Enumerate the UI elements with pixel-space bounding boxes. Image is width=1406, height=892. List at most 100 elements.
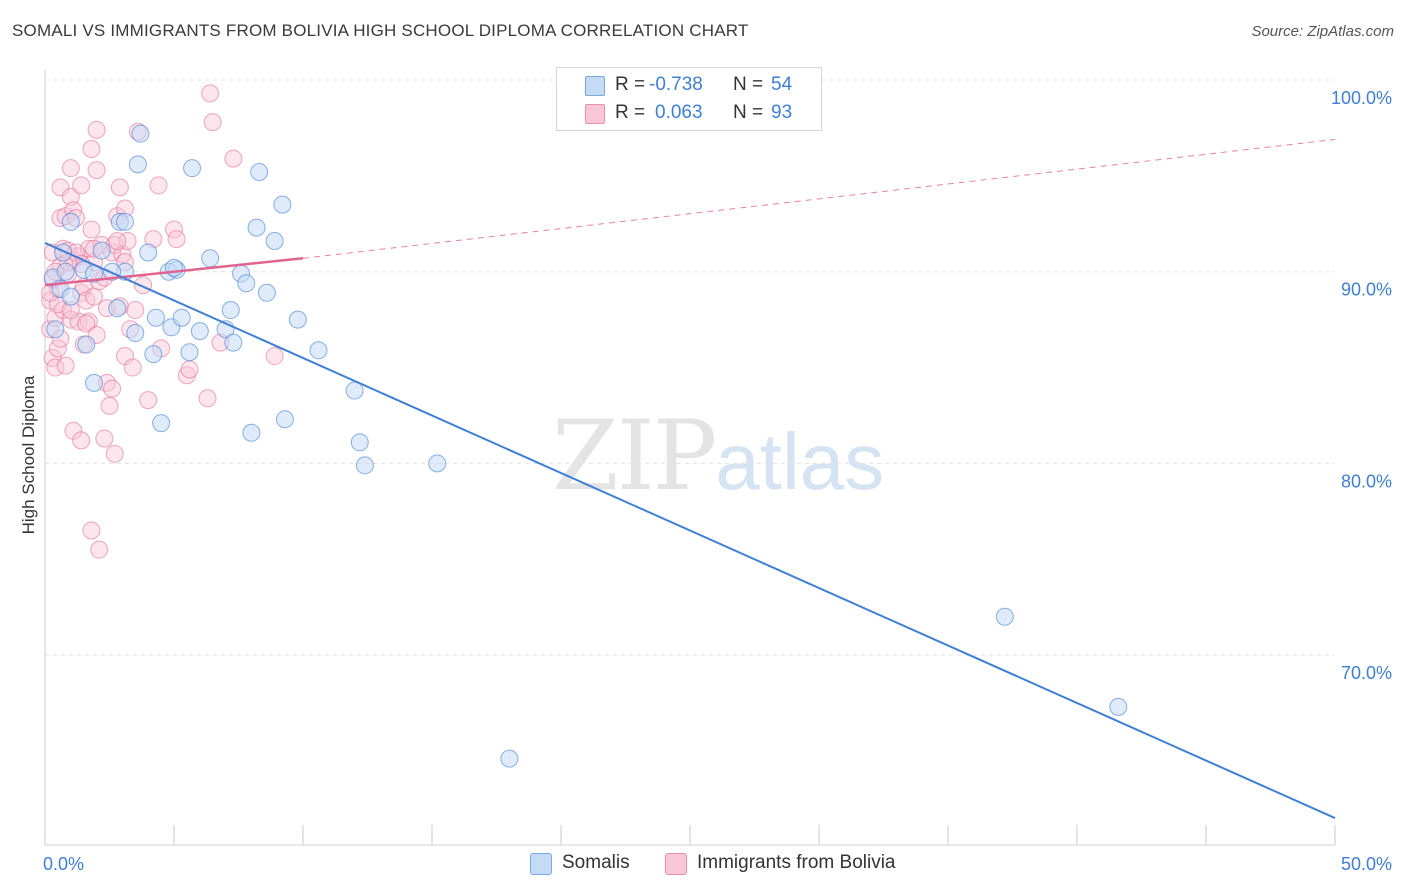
somalis-point xyxy=(85,373,104,392)
somalis-point xyxy=(180,343,199,362)
bolivia-point xyxy=(72,176,91,195)
bolivia-r-value: 0.063 xyxy=(655,102,703,123)
bolivia-point xyxy=(167,230,186,249)
bolivia-point xyxy=(180,360,199,379)
bolivia-point xyxy=(139,391,158,410)
bolivia-point xyxy=(110,178,129,197)
somalis-point xyxy=(172,308,191,327)
bolivia-point xyxy=(82,140,101,159)
somalis-point xyxy=(131,124,150,143)
somalis-r-value: -0.738 xyxy=(649,74,703,95)
bolivia-point xyxy=(103,379,122,398)
somalis-n-label: N = xyxy=(733,74,764,95)
somalis-swatch xyxy=(585,76,605,96)
somalis-trend-line xyxy=(44,242,1336,819)
somalis-point xyxy=(61,212,80,231)
source-label: Source: ZipAtlas.com xyxy=(1251,23,1394,40)
watermark-zip: ZIP xyxy=(552,400,717,512)
somalis-n-value: 54 xyxy=(771,74,793,95)
stats-row-somalis: R = -0.738 N = 54 xyxy=(557,72,821,100)
somalis-r-label: R = xyxy=(615,74,646,95)
somalis-point xyxy=(115,212,134,231)
somalis-point xyxy=(355,456,374,475)
zipatlas-watermark: ZIPatlas xyxy=(552,400,884,512)
bolivia-point xyxy=(90,540,109,559)
somalis-point xyxy=(224,333,243,352)
somalis-point xyxy=(288,310,307,329)
stats-row-bolivia: R = 0.063 N = 93 xyxy=(557,100,821,128)
legend-somalis-swatch xyxy=(530,853,552,875)
y-tick-label: 70.0% xyxy=(1341,663,1392,683)
somalis-point xyxy=(103,262,122,281)
bolivia-n-label: N = xyxy=(733,102,764,123)
somalis-point xyxy=(152,414,171,433)
somalis-point xyxy=(201,249,220,268)
bolivia-point xyxy=(95,429,114,448)
somalis-point xyxy=(61,287,80,306)
bolivia-n-value: 93 xyxy=(771,102,793,123)
legend-somalis-label: Somalis xyxy=(562,852,630,873)
y-tick-label: 90.0% xyxy=(1341,280,1392,300)
somalis-point xyxy=(221,301,240,320)
bolivia-point xyxy=(54,301,73,320)
bolivia-point xyxy=(61,187,80,206)
x-tick-label: 0.0% xyxy=(43,854,84,874)
chart-legend: Somalis Immigrants from Bolivia xyxy=(0,851,1406,877)
somalis-point xyxy=(309,341,328,360)
somalis-point xyxy=(1109,697,1128,716)
bolivia-point xyxy=(72,431,91,450)
bolivia-point xyxy=(87,120,106,139)
bolivia-point xyxy=(100,396,119,415)
chart-title: SOMALI VS IMMIGRANTS FROM BOLIVIA HIGH S… xyxy=(12,21,749,40)
bolivia-r-label: R = xyxy=(615,102,646,123)
bolivia-point xyxy=(203,113,222,132)
bolivia-point xyxy=(265,347,284,366)
bolivia-point xyxy=(134,276,153,295)
somalis-point xyxy=(183,159,202,178)
bolivia-point xyxy=(61,310,80,329)
somalis-point xyxy=(54,243,73,262)
bolivia-trend-line xyxy=(44,257,304,287)
bolivia-point xyxy=(118,232,137,251)
x-tick-label: 50.0% xyxy=(1341,854,1392,874)
bolivia-point xyxy=(198,389,217,408)
y-axis-label: High School Diploma xyxy=(19,375,38,535)
bolivia-point xyxy=(64,421,83,440)
bolivia-point xyxy=(108,232,127,251)
somalis-point xyxy=(257,283,276,302)
bolivia-point xyxy=(79,312,98,331)
bolivia-trend-extension xyxy=(302,138,1336,259)
somalis-point xyxy=(144,345,163,364)
bolivia-point xyxy=(61,159,80,178)
somalis-point xyxy=(250,163,269,182)
legend-bolivia-label: Immigrants from Bolivia xyxy=(697,852,896,873)
somalis-point xyxy=(92,241,111,260)
somalis-point xyxy=(247,218,266,237)
somalis-point xyxy=(350,433,369,452)
somalis-point xyxy=(273,195,292,214)
somalis-point xyxy=(77,335,96,354)
somalis-point xyxy=(995,607,1014,626)
legend-bolivia-swatch xyxy=(665,853,687,875)
bolivia-point xyxy=(87,161,106,180)
bolivia-point xyxy=(123,358,142,377)
bolivia-point xyxy=(56,356,75,375)
bolivia-point xyxy=(126,301,145,320)
bolivia-point xyxy=(105,444,124,463)
somalis-point xyxy=(428,454,447,473)
somalis-point xyxy=(265,232,284,251)
bolivia-point xyxy=(82,521,101,540)
somalis-point xyxy=(275,410,294,429)
somalis-point xyxy=(139,243,158,262)
bolivia-point xyxy=(224,149,243,168)
somalis-point xyxy=(146,308,165,327)
somalis-point xyxy=(128,155,147,174)
correlation-stats-box: R = -0.738 N = 54 R = 0.063 N = 93 xyxy=(556,67,822,131)
bolivia-point xyxy=(201,84,220,103)
y-tick-label: 100.0% xyxy=(1331,88,1392,108)
somalis-point xyxy=(237,274,256,293)
somalis-point xyxy=(165,258,183,277)
somalis-point xyxy=(108,299,127,318)
bolivia-point xyxy=(149,176,168,195)
